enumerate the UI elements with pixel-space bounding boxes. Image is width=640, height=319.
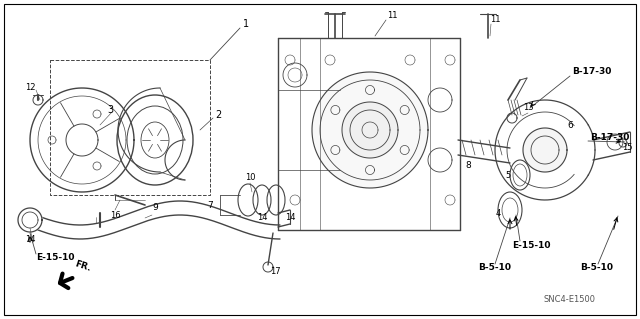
Text: FR.: FR. (74, 259, 92, 273)
Text: B-17-30: B-17-30 (590, 133, 629, 143)
Polygon shape (523, 128, 567, 172)
Text: 7: 7 (207, 201, 213, 210)
Text: E-15-10: E-15-10 (36, 254, 74, 263)
Text: B-5-10: B-5-10 (478, 263, 511, 272)
Text: 14: 14 (25, 235, 35, 244)
Text: B-5-10: B-5-10 (580, 263, 613, 272)
Text: 11: 11 (490, 16, 500, 25)
Text: B-17-30: B-17-30 (572, 68, 611, 77)
Text: 14: 14 (285, 213, 295, 222)
Text: 9: 9 (152, 204, 158, 212)
Text: 17: 17 (269, 268, 280, 277)
Text: 15: 15 (621, 144, 632, 152)
Text: 14: 14 (257, 213, 268, 222)
Text: 12: 12 (25, 84, 35, 93)
Text: SNC4-E1500: SNC4-E1500 (544, 295, 596, 305)
Text: 11: 11 (387, 11, 397, 20)
Text: 6: 6 (567, 121, 573, 130)
Polygon shape (18, 208, 42, 232)
Text: 2: 2 (215, 110, 221, 120)
Text: E-15-10: E-15-10 (512, 241, 550, 249)
Text: 13: 13 (523, 103, 533, 113)
Text: 3: 3 (107, 105, 113, 115)
Text: 10: 10 (244, 174, 255, 182)
Text: 8: 8 (465, 160, 471, 169)
Text: 5: 5 (506, 170, 511, 180)
Polygon shape (342, 102, 398, 158)
Text: 16: 16 (109, 211, 120, 219)
Text: 1: 1 (243, 19, 249, 29)
Text: 4: 4 (495, 209, 500, 218)
Polygon shape (312, 72, 428, 188)
